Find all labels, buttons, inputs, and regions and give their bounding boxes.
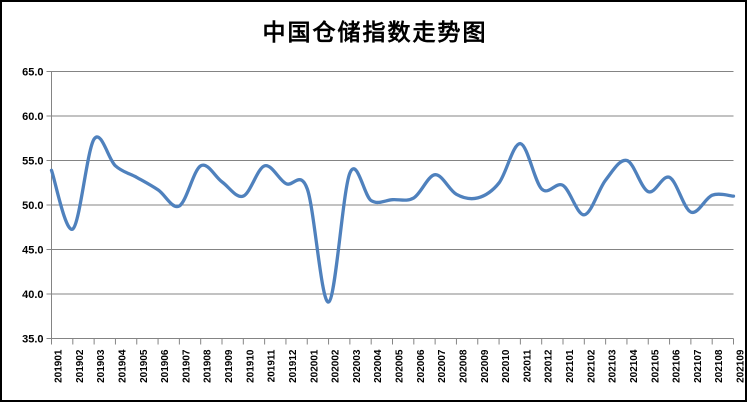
x-tick-label: 202103: [608, 349, 619, 383]
x-tick-label: 201907: [181, 349, 192, 383]
x-tick-label: 202101: [565, 349, 576, 383]
x-tick-label: 202106: [672, 349, 683, 383]
y-tick-label: 50.0: [22, 200, 43, 212]
index-line-series: [49, 135, 736, 304]
x-tick-label: 201902: [75, 349, 86, 383]
x-tick-label: 201906: [160, 349, 171, 383]
x-tick-label: 202108: [714, 349, 725, 383]
x-tick-label: 202010: [501, 349, 512, 383]
x-tick-label: 202005: [395, 349, 406, 383]
x-tick-label: 202004: [373, 349, 384, 383]
x-tick-label: 202109: [736, 349, 747, 383]
x-tick-label: 201909: [224, 349, 235, 383]
x-tick-label: 202006: [416, 349, 427, 383]
chart-title: 中国仓储指数走势图: [262, 19, 488, 46]
x-tick-label: 201903: [96, 349, 107, 383]
x-tick-label: 202002: [331, 349, 342, 383]
x-tick-label: 202012: [544, 349, 555, 383]
x-tick-label: 201911: [267, 349, 278, 382]
x-tick-label: 202007: [437, 349, 448, 383]
y-tick-label: 40.0: [22, 289, 43, 301]
x-tick-label: 202102: [586, 349, 597, 383]
y-tick-label: 35.0: [22, 334, 43, 346]
x-tick-label: 201905: [139, 349, 150, 383]
x-tick-label: 201908: [203, 349, 214, 383]
x-tick-label: 201912: [288, 349, 299, 383]
x-tick-label: 201904: [117, 349, 128, 383]
x-tick-label: 202003: [352, 349, 363, 383]
x-tick-label: 202008: [458, 349, 469, 383]
x-tick-label: 202011: [522, 349, 533, 382]
x-tick-label: 202009: [480, 349, 491, 383]
y-tick-label: 55.0: [22, 156, 43, 168]
x-tick-label: 202104: [629, 349, 640, 383]
x-tick-label: 202105: [650, 349, 661, 383]
x-tick-label: 202001: [309, 349, 320, 383]
y-tick-label: 60.0: [22, 111, 43, 123]
y-tick-label: 65.0: [22, 67, 43, 79]
x-tick-label: 201901: [54, 349, 65, 383]
y-tick-label: 45.0: [22, 245, 43, 257]
x-tick-label: 202107: [693, 349, 704, 383]
x-tick-label: 201910: [245, 349, 256, 383]
